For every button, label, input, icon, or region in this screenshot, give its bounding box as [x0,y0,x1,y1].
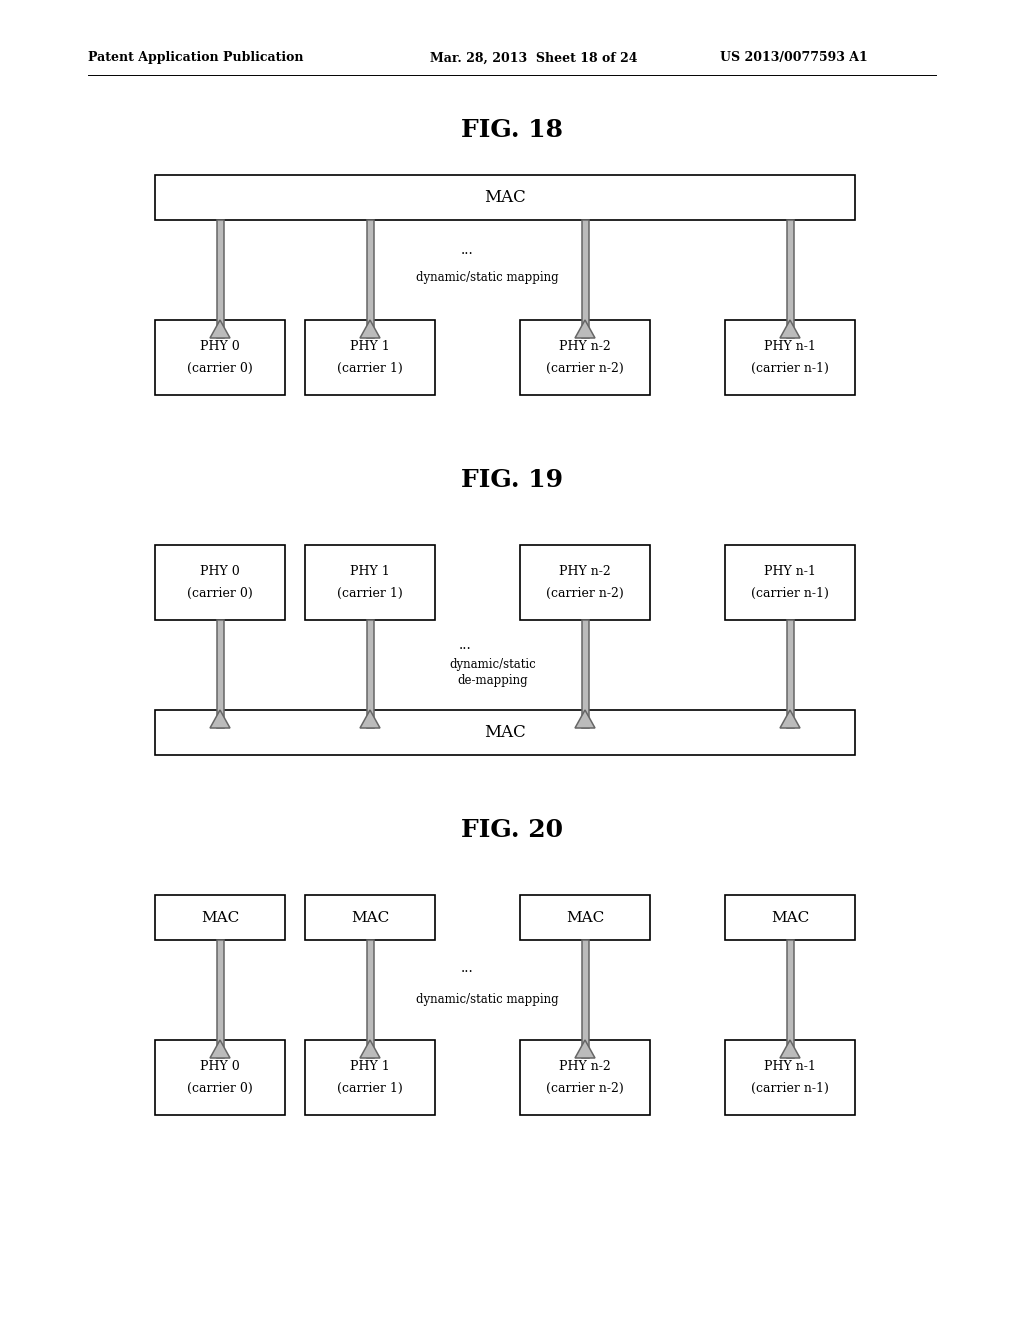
Text: PHY n-1: PHY n-1 [764,565,816,578]
Text: FIG. 20: FIG. 20 [461,818,563,842]
Bar [367,940,374,1059]
Bar [155,1040,285,1115]
Text: PHY 1: PHY 1 [350,565,390,578]
Bar [216,620,223,729]
Text: (carrier 0): (carrier 0) [187,587,253,601]
Bar [582,220,589,338]
Text: (carrier n-1): (carrier n-1) [751,362,829,375]
Text: PHY n-2: PHY n-2 [559,1060,611,1073]
Polygon shape [360,710,380,729]
Bar [367,620,374,729]
Text: PHY 0: PHY 0 [200,1060,240,1073]
Bar [155,895,285,940]
Polygon shape [210,710,230,729]
Polygon shape [575,319,595,338]
Bar [520,545,650,620]
Bar [582,620,589,729]
Bar [155,176,855,220]
Text: MAC: MAC [566,911,604,924]
Text: PHY 1: PHY 1 [350,339,390,352]
Text: MAC: MAC [484,189,526,206]
Text: (carrier n-2): (carrier n-2) [546,587,624,601]
Text: FIG. 19: FIG. 19 [461,469,563,492]
Bar [216,220,223,338]
Text: MAC: MAC [201,911,240,924]
Bar [786,220,794,338]
Text: Patent Application Publication: Patent Application Publication [88,51,303,65]
Text: (carrier n-1): (carrier n-1) [751,587,829,601]
Text: Mar. 28, 2013  Sheet 18 of 24: Mar. 28, 2013 Sheet 18 of 24 [430,51,638,65]
Text: dynamic/static: dynamic/static [450,657,536,671]
Text: FIG. 18: FIG. 18 [461,117,563,143]
Bar [725,895,855,940]
Polygon shape [780,319,800,338]
Text: PHY 0: PHY 0 [200,339,240,352]
Text: (carrier 1): (carrier 1) [337,362,402,375]
Bar [520,1040,650,1115]
Polygon shape [780,1040,800,1059]
Bar [155,319,285,395]
Text: dynamic/static mapping: dynamic/static mapping [416,994,559,1006]
Bar [216,940,223,1059]
Text: PHY n-2: PHY n-2 [559,339,611,352]
Polygon shape [780,710,800,729]
Text: (carrier 1): (carrier 1) [337,1082,402,1096]
Text: PHY 1: PHY 1 [350,1060,390,1073]
Bar [520,895,650,940]
Polygon shape [360,1040,380,1059]
Bar [305,545,435,620]
Text: PHY n-1: PHY n-1 [764,339,816,352]
Text: ...: ... [461,243,474,257]
Bar [305,319,435,395]
Text: PHY 0: PHY 0 [200,565,240,578]
Polygon shape [360,319,380,338]
Polygon shape [210,319,230,338]
Bar [725,319,855,395]
Text: PHY n-2: PHY n-2 [559,565,611,578]
Text: de-mapping: de-mapping [457,673,527,686]
Text: (carrier n-2): (carrier n-2) [546,362,624,375]
Bar [786,620,794,729]
Text: MAC: MAC [351,911,389,924]
Text: dynamic/static mapping: dynamic/static mapping [416,272,559,285]
Text: (carrier 0): (carrier 0) [187,1082,253,1096]
Bar [582,940,589,1059]
Polygon shape [575,710,595,729]
Polygon shape [210,1040,230,1059]
Bar [520,319,650,395]
Text: ...: ... [459,638,472,652]
Bar [725,1040,855,1115]
Polygon shape [575,1040,595,1059]
Text: (carrier n-2): (carrier n-2) [546,1082,624,1096]
Text: (carrier 0): (carrier 0) [187,362,253,375]
Text: PHY n-1: PHY n-1 [764,1060,816,1073]
Bar [305,895,435,940]
Text: (carrier n-1): (carrier n-1) [751,1082,829,1096]
Text: US 2013/0077593 A1: US 2013/0077593 A1 [720,51,867,65]
Bar [155,710,855,755]
Bar [367,220,374,338]
Text: (carrier 1): (carrier 1) [337,587,402,601]
Bar [305,1040,435,1115]
Text: ...: ... [461,961,474,975]
Bar [155,545,285,620]
Bar [725,545,855,620]
Bar [786,940,794,1059]
Text: MAC: MAC [484,723,526,741]
Text: MAC: MAC [771,911,809,924]
